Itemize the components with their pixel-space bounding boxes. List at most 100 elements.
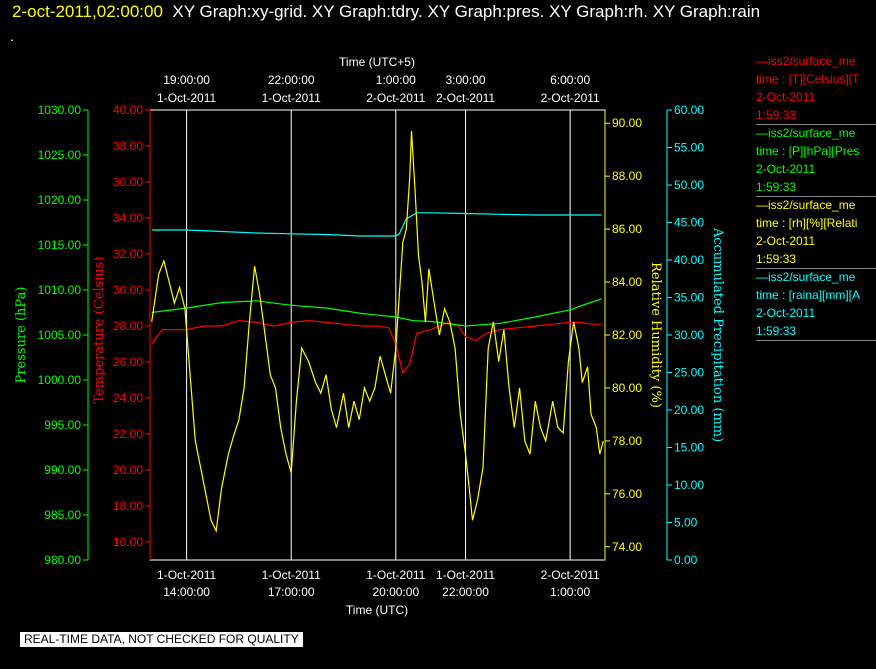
pressure-tick-label: 980.00 <box>44 553 81 567</box>
legend-line1: —iss2/surface_me <box>756 126 856 140</box>
temperature-tick-label: 32.00 <box>113 247 143 261</box>
humidity-tick-label: 84.00 <box>612 275 642 289</box>
bottom-tick-date: 1-Oct-2011 <box>366 568 425 582</box>
top-tick-date: 2-Oct-2011 <box>366 91 425 105</box>
bottom-tick-time: 20:00:00 <box>372 585 419 599</box>
precip-tick-label: 45.00 <box>674 216 704 230</box>
temperature-tick-label: 18.00 <box>113 499 143 513</box>
temperature-tick-label: 26.00 <box>113 355 143 369</box>
series-pressure <box>151 298 602 327</box>
temperature-tick-label: 38.00 <box>113 139 143 153</box>
precip-tick-label: 25.00 <box>674 366 704 380</box>
precip-tick-label: 30.00 <box>674 328 704 342</box>
bottom-tick-time: 14:00:00 <box>163 585 210 599</box>
temperature-tick-label: 16.00 <box>113 535 143 549</box>
humidity-tick-label: 76.00 <box>612 487 642 501</box>
pressure-tick-label: 1030.00 <box>38 103 82 117</box>
legend-line1: —iss2/surface_me <box>756 198 856 212</box>
temperature-tick-label: 24.00 <box>113 391 143 405</box>
pressure-tick-label: 995.00 <box>44 418 81 432</box>
bottom-tick-date: 2-Oct-2011 <box>541 568 600 582</box>
legend-line4: 1:59:33 <box>756 324 797 338</box>
bottom-tick-time: 17:00:00 <box>268 585 315 599</box>
pressure-tick-label: 1010.00 <box>38 283 82 297</box>
precip-tick-label: 10.00 <box>674 478 704 492</box>
top-tick-date: 1-Oct-2011 <box>262 91 321 105</box>
top-tick-time: 22:00:00 <box>268 73 315 87</box>
top-tick-date: 2-Oct-2011 <box>541 91 600 105</box>
legend-line2: time : [rh][%][Relati <box>756 216 858 230</box>
pressure-tick-label: 1020.00 <box>38 193 82 207</box>
top-tick-time: 19:00:00 <box>163 73 210 87</box>
header-graph-titles: XY Graph:xy-grid. XY Graph:tdry. XY Grap… <box>172 2 761 21</box>
temperature-tick-label: 40.00 <box>113 103 143 117</box>
pressure-axis-label: Pressure (hPa) <box>14 287 29 384</box>
legend-line1: —iss2/surface_me <box>756 54 856 68</box>
quality-warning: REAL-TIME DATA, NOT CHECKED FOR QUALITY <box>20 632 303 647</box>
precip-tick-label: 50.00 <box>674 178 704 192</box>
legend-separator <box>756 124 876 125</box>
humidity-tick-label: 86.00 <box>612 222 642 236</box>
precip-tick-label: 60.00 <box>674 103 704 117</box>
pressure-tick-label: 1015.00 <box>38 238 82 252</box>
top-tick-date: 2-Oct-2011 <box>436 91 495 105</box>
humidity-tick-label: 90.00 <box>612 116 642 130</box>
legend-line3: 2-Oct-2011 <box>756 90 816 104</box>
legend-line2: time : [T][Celsius][T <box>756 72 860 86</box>
series-precip <box>151 212 602 237</box>
top-tick-time: 1:00:00 <box>376 73 416 87</box>
humidity-tick-label: 74.00 <box>612 540 642 554</box>
pressure-tick-label: 1025.00 <box>38 148 82 162</box>
header-datetime: 2-oct-2011,02:00:00 <box>12 2 163 21</box>
legend-line1: —iss2/surface_me <box>756 270 856 284</box>
legend-line3: 2-Oct-2011 <box>756 162 816 176</box>
precip-tick-label: 20.00 <box>674 403 704 417</box>
temperature-tick-label: 30.00 <box>113 283 143 297</box>
humidity-tick-label: 82.00 <box>612 328 642 342</box>
top-tick-time: 3:00:00 <box>446 73 486 87</box>
legend-line2: time : [P][hPa][Pres <box>756 144 860 158</box>
top-tick-time: 6:00:00 <box>550 73 590 87</box>
legend-line3: 2-Oct-2011 <box>756 234 816 248</box>
precip-tick-label: 0.00 <box>674 553 698 567</box>
header-dot: . <box>10 28 14 44</box>
plot-frame <box>149 109 606 561</box>
bottom-tick-time: 22:00:00 <box>442 585 489 599</box>
series-temperature <box>151 319 602 375</box>
temperature-tick-label: 22.00 <box>113 427 143 441</box>
precip-tick-label: 40.00 <box>674 253 704 267</box>
top-axis-title: Time (UTC+5) <box>339 55 415 69</box>
humidity-tick-label: 88.00 <box>612 169 642 183</box>
pressure-tick-label: 990.00 <box>44 463 81 477</box>
series-humidity <box>151 131 604 533</box>
bottom-axis-title: Time (UTC) <box>346 603 408 617</box>
legend-separator <box>756 196 876 197</box>
pressure-tick-label: 1000.00 <box>38 373 82 387</box>
header-bar: 2-oct-2011,02:00:00 XY Graph:xy-grid. XY… <box>12 2 760 22</box>
temperature-tick-label: 20.00 <box>113 463 143 477</box>
top-tick-date: 1-Oct-2011 <box>157 91 216 105</box>
legend-line4: 1:59:33 <box>756 108 797 122</box>
bottom-tick-time: 1:00:00 <box>550 585 590 599</box>
bottom-tick-date: 1-Oct-2011 <box>157 568 216 582</box>
temperature-tick-label: 36.00 <box>113 175 143 189</box>
legend-line3: 2-Oct-2011 <box>756 306 816 320</box>
legend-separator <box>756 268 876 269</box>
pressure-tick-label: 1005.00 <box>38 328 82 342</box>
temperature-tick-label: 28.00 <box>113 319 143 333</box>
precip-tick-label: 5.00 <box>674 516 698 530</box>
legend-line4: 1:59:33 <box>756 180 797 194</box>
precip-tick-label: 15.00 <box>674 441 704 455</box>
humidity-axis-label: Relative Humidity (%) <box>648 262 663 408</box>
precip-tick-label: 35.00 <box>674 291 704 305</box>
bottom-tick-date: 1-Oct-2011 <box>436 568 495 582</box>
temperature-axis-label: Temperature (Celsius) <box>92 256 107 403</box>
bottom-tick-date: 1-Oct-2011 <box>262 568 321 582</box>
pressure-tick-label: 985.00 <box>44 508 81 522</box>
legend-line2: time : [raina][mm][A <box>756 288 861 302</box>
